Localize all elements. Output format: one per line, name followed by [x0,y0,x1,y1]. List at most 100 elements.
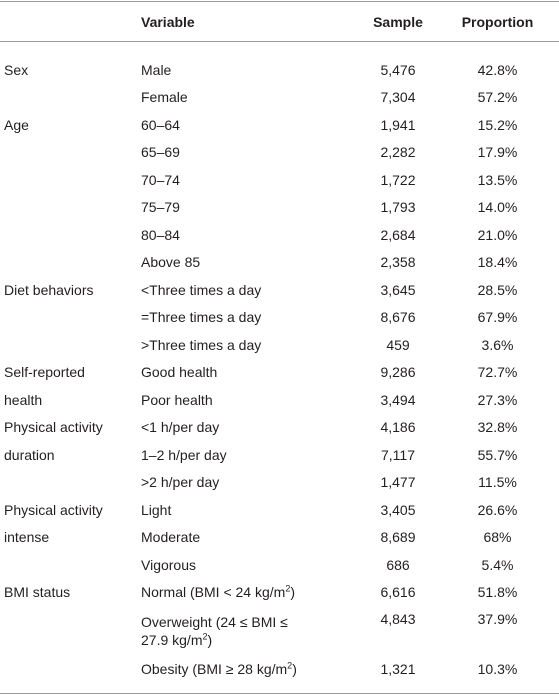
sample-cell: 1,477 [380,474,416,491]
variable-cell: Overweight (24 ≤ BMI ≤27.9 kg/m2) [141,606,360,655]
header-cell: Variable [141,13,195,30]
header-cell [0,2,141,42]
sample-cell: 1,722 [380,171,416,188]
group-cell [0,606,141,655]
variable-cell: Good health [141,364,218,381]
proportion-cell: 42.8% [477,61,518,78]
header-row: Variable Sample Proportion [0,1,559,42]
variable-cell: 60–64 [141,116,180,133]
variable-text: Normal (BMI < 24 kg/m [141,584,286,601]
sample-cell: 2,684 [380,226,416,243]
group-cell [0,551,141,579]
proportion-cell: 17.9% [477,144,518,161]
superscript: 2 [287,660,293,671]
group-cell: health [4,391,43,408]
group-cell: Self-reported [4,364,85,381]
proportion-cell: 11.5% [478,474,517,491]
variable-text: Overweight (24 ≤ BMI ≤ [141,613,288,630]
variable-cell: Vigorous [141,556,197,573]
sample-cell: 1,793 [380,199,416,216]
proportion-cell: 27.3% [477,391,518,408]
variable-cell: >2 h/per day [141,474,220,491]
table-row: Obesity (BMI ≥ 28 kg/m2) 1,321 10.3% [0,655,559,693]
sample-cell: 8,676 [380,309,416,326]
variable-cell: 65–69 [141,144,180,161]
proportion-cell: 26.6% [477,501,518,518]
group-cell [0,249,141,277]
sample-cell: 1,941 [380,116,416,133]
variable-text: 27.9 kg/m [141,631,203,648]
group-cell: Sex [4,61,29,78]
table-row: 80–84 2,684 21.0% [0,221,559,249]
sample-cell: 7,117 [381,446,415,463]
variable-cell: Moderate [141,529,201,546]
group-cell: Age [4,116,29,133]
variable-cell: <Three times a day [141,281,262,298]
group-cell: Physical activity [4,501,103,518]
variable-cell: Male [141,61,172,78]
proportion-cell: 14.0% [477,199,518,216]
table-row: Sex Male 5,476 42.8% [0,42,559,84]
variable-cell: Normal (BMI < 24 kg/m2) [141,579,360,607]
header-cell: Sample [373,13,423,30]
table-row: Diet behaviors <Three times a day 3,645 28.… [0,276,559,304]
group-cell: Diet behaviors [4,281,94,298]
variable-cell: =Three times a day [141,309,262,326]
superscript: 2 [202,630,208,641]
variable-text: ) [292,660,297,677]
sample-cell: 7,304 [380,89,416,106]
table-row: =Three times a day 8,676 67.9% [0,304,559,332]
variable-text: ) [290,584,296,601]
group-cell [0,331,141,359]
table-row: >2 h/per day 1,477 11.5% [0,469,559,497]
variable-cell: <1 h/per day [141,419,220,436]
table-body: Sex Male 5,476 42.8% Female 7,304 57.2% Age 60–6… [0,42,559,693]
variable-cell: Light [141,501,172,518]
group-cell [0,221,141,249]
sample-cell: 5,476 [380,61,416,78]
sample-cell: 6,616 [380,584,416,601]
table-row: BMI status Normal (BMI < 24 kg/m2) 6,616 51… [0,579,559,607]
table-row: Physical activity Light 3,405 26.6% [0,496,559,524]
proportion-cell: 13.5% [477,171,518,188]
variable-cell: 70–74 [141,171,180,188]
table-row: Vigorous 686 5.4% [0,551,559,579]
proportion-cell: 18.4% [477,254,518,271]
superscript: 2 [285,583,291,594]
table-row: 75–79 1,793 14.0% [0,194,559,222]
proportion-cell: 5.4% [481,556,514,573]
table-row: health Poor health 3,494 27.3% [0,386,559,414]
proportion-cell: 28.5% [477,281,518,298]
variable-cell: Female [141,89,188,106]
proportion-cell: 21.0% [477,226,518,243]
variable-cell: 75–79 [141,199,180,216]
table-row: 65–69 2,282 17.9% [0,139,559,167]
group-cell: intense [4,529,50,546]
group-cell: Physical activity [4,419,103,436]
table-row: Overweight (24 ≤ BMI ≤27.9 kg/m2) 4,843 37… [0,606,559,655]
sample-cell: 3,494 [380,391,416,408]
proportion-cell: 10.3% [477,660,518,677]
header-cell: Proportion [461,13,534,30]
variable-cell: Above 85 [141,254,201,271]
group-cell [0,655,141,693]
sample-cell: 4,843 [380,611,416,627]
group-cell [0,469,141,497]
group-cell [0,304,141,332]
sample-cell: 8,689 [380,529,416,546]
sample-cell: 3,405 [380,501,416,518]
proportion-cell: 3.6% [481,336,514,353]
proportion-cell: 72.7% [477,364,518,381]
table-row: 70–74 1,722 13.5% [0,166,559,194]
proportion-cell: 37.9% [477,611,518,627]
sample-cell: 4,186 [380,419,416,436]
variable-text: ) [207,631,213,648]
sample-cell: 3,645 [380,281,416,298]
table-header: Variable Sample Proportion [0,1,559,42]
variable-text: Obesity (BMI ≥ 28 kg/m [141,660,288,677]
group-cell [0,194,141,222]
group-cell: BMI status [4,584,71,601]
table-row: Physical activity <1 h/per day 4,186 32.8% [0,414,559,442]
